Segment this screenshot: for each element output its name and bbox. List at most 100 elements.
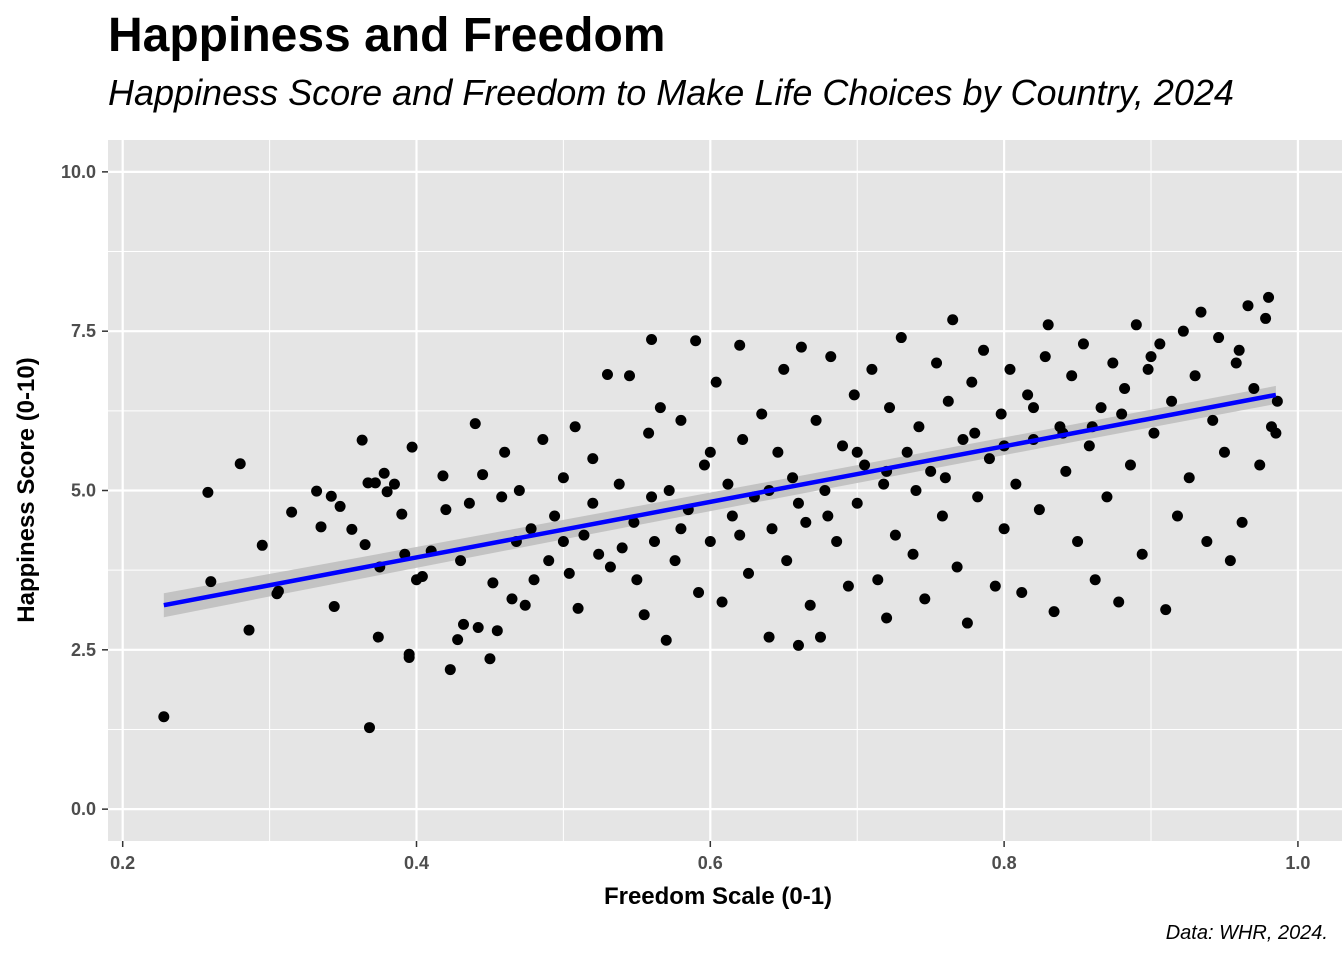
data-point <box>557 472 569 484</box>
data-point <box>1145 351 1157 363</box>
data-point <box>1016 586 1028 598</box>
data-point <box>1039 351 1051 363</box>
data-point <box>1077 338 1089 350</box>
data-point <box>675 523 687 535</box>
data-point <box>884 402 896 414</box>
data-point <box>866 363 878 375</box>
data-point <box>569 421 581 433</box>
data-point <box>901 446 913 458</box>
axis-ticks: 0.2 0.4 0.6 0.8 1.0 0.0 2.5 5.0 7.5 10.0 <box>61 162 1310 873</box>
data-point <box>781 555 793 567</box>
data-point <box>837 440 849 452</box>
data-point <box>737 434 749 446</box>
data-point <box>1004 363 1016 375</box>
data-point <box>939 472 951 484</box>
data-point <box>936 510 948 522</box>
data-point <box>1254 459 1266 471</box>
data-point <box>1124 459 1136 471</box>
data-point <box>563 567 575 579</box>
data-point <box>388 478 400 490</box>
data-point <box>437 470 449 482</box>
data-point <box>578 529 590 541</box>
data-point <box>359 539 371 551</box>
data-point <box>913 421 925 433</box>
data-point <box>931 357 943 369</box>
data-point <box>440 504 452 516</box>
data-point <box>895 332 907 344</box>
data-point <box>158 711 170 723</box>
data-point <box>601 369 613 381</box>
data-point <box>1189 370 1201 382</box>
data-point <box>1148 427 1160 439</box>
data-point <box>743 567 755 579</box>
chart-title: Happiness and Freedom <box>108 9 666 62</box>
data-point <box>587 497 599 509</box>
data-point <box>1195 306 1207 318</box>
data-point <box>787 472 799 484</box>
regression-line <box>163 392 1277 608</box>
data-point <box>969 427 981 439</box>
data-point <box>205 576 217 588</box>
data-point <box>458 618 470 630</box>
data-point <box>660 634 672 646</box>
data-point <box>631 574 643 586</box>
data-point <box>710 376 722 388</box>
data-point <box>763 631 775 643</box>
y-tick-label: 10.0 <box>61 162 96 182</box>
data-point <box>648 535 660 547</box>
data-point <box>842 580 854 592</box>
data-point <box>356 434 368 446</box>
data-point <box>756 408 768 420</box>
data-point <box>1113 596 1125 608</box>
data-point <box>910 485 922 496</box>
data-point <box>646 491 658 503</box>
data-point <box>889 529 901 541</box>
data-point <box>643 427 655 439</box>
data-point <box>406 441 418 453</box>
data-point <box>381 486 393 498</box>
data-point <box>1048 606 1060 618</box>
data-point <box>506 593 518 605</box>
data-point <box>669 555 681 567</box>
data-point <box>624 370 636 382</box>
data-point <box>983 453 995 465</box>
data-point <box>1060 465 1072 477</box>
data-point <box>972 491 984 503</box>
y-tick-label: 2.5 <box>71 640 96 660</box>
y-tick-label: 0.0 <box>71 799 96 819</box>
data-point <box>613 478 625 490</box>
data-point <box>311 485 323 497</box>
data-point <box>878 478 890 490</box>
data-point <box>396 508 408 520</box>
data-point <box>444 664 456 676</box>
data-point <box>543 555 555 567</box>
data-point <box>872 574 884 586</box>
data-point <box>1271 395 1283 407</box>
data-point <box>363 722 375 734</box>
data-point <box>1010 478 1022 490</box>
data-point <box>1042 319 1054 331</box>
chart-subtitle: Happiness Score and Freedom to Make Life… <box>108 72 1234 113</box>
data-point <box>825 351 837 363</box>
data-point <box>528 574 540 586</box>
data-point <box>325 490 337 502</box>
data-point <box>961 617 973 629</box>
y-axis-label: Happiness Score (0-10) <box>13 357 40 622</box>
data-point <box>202 486 214 498</box>
chart-caption: Data: WHR, 2024. <box>1165 922 1328 944</box>
data-point <box>848 389 860 401</box>
data-point <box>1022 389 1034 401</box>
data-point <box>716 596 728 608</box>
data-point <box>646 333 658 345</box>
data-point <box>925 465 937 477</box>
data-point <box>1136 548 1148 560</box>
data-point <box>800 516 812 528</box>
data-point <box>1270 427 1282 439</box>
data-point <box>1107 357 1119 369</box>
points <box>158 291 1283 734</box>
data-point <box>734 529 746 541</box>
data-point <box>499 446 511 458</box>
data-point <box>286 506 298 518</box>
data-point <box>995 408 1007 420</box>
data-point <box>491 625 503 637</box>
